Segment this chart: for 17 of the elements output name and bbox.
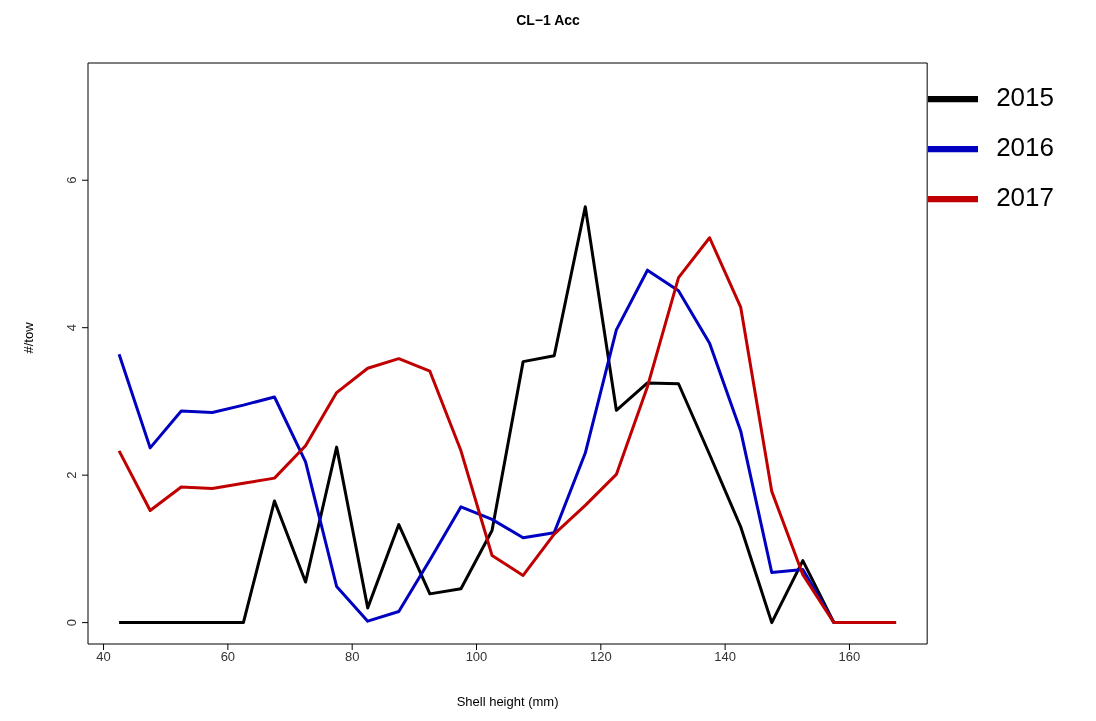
x-tick-label: 100 — [465, 649, 488, 665]
x-tick-label: 60 — [220, 649, 236, 665]
x-axis-title: Shell height (mm) — [456, 694, 559, 709]
x-tick-label: 80 — [344, 649, 360, 665]
y-axis-title: #/tow — [20, 321, 36, 354]
chart-title: CL−1 Acc — [515, 11, 581, 30]
x-tick-label: 40 — [96, 649, 111, 665]
legend-label: 2015 — [996, 81, 1054, 112]
legend-label: 2017 — [996, 181, 1054, 212]
legend-label: 2016 — [996, 131, 1054, 162]
y-tick-label: 6 — [64, 176, 79, 184]
y-tick-label: 0 — [64, 619, 79, 627]
x-tick-label: 140 — [714, 649, 736, 665]
x-tick-label: 120 — [589, 649, 612, 665]
y-tick-label: 4 — [64, 324, 79, 332]
x-tick-label: 160 — [838, 649, 861, 665]
y-tick-label: 2 — [64, 471, 79, 479]
